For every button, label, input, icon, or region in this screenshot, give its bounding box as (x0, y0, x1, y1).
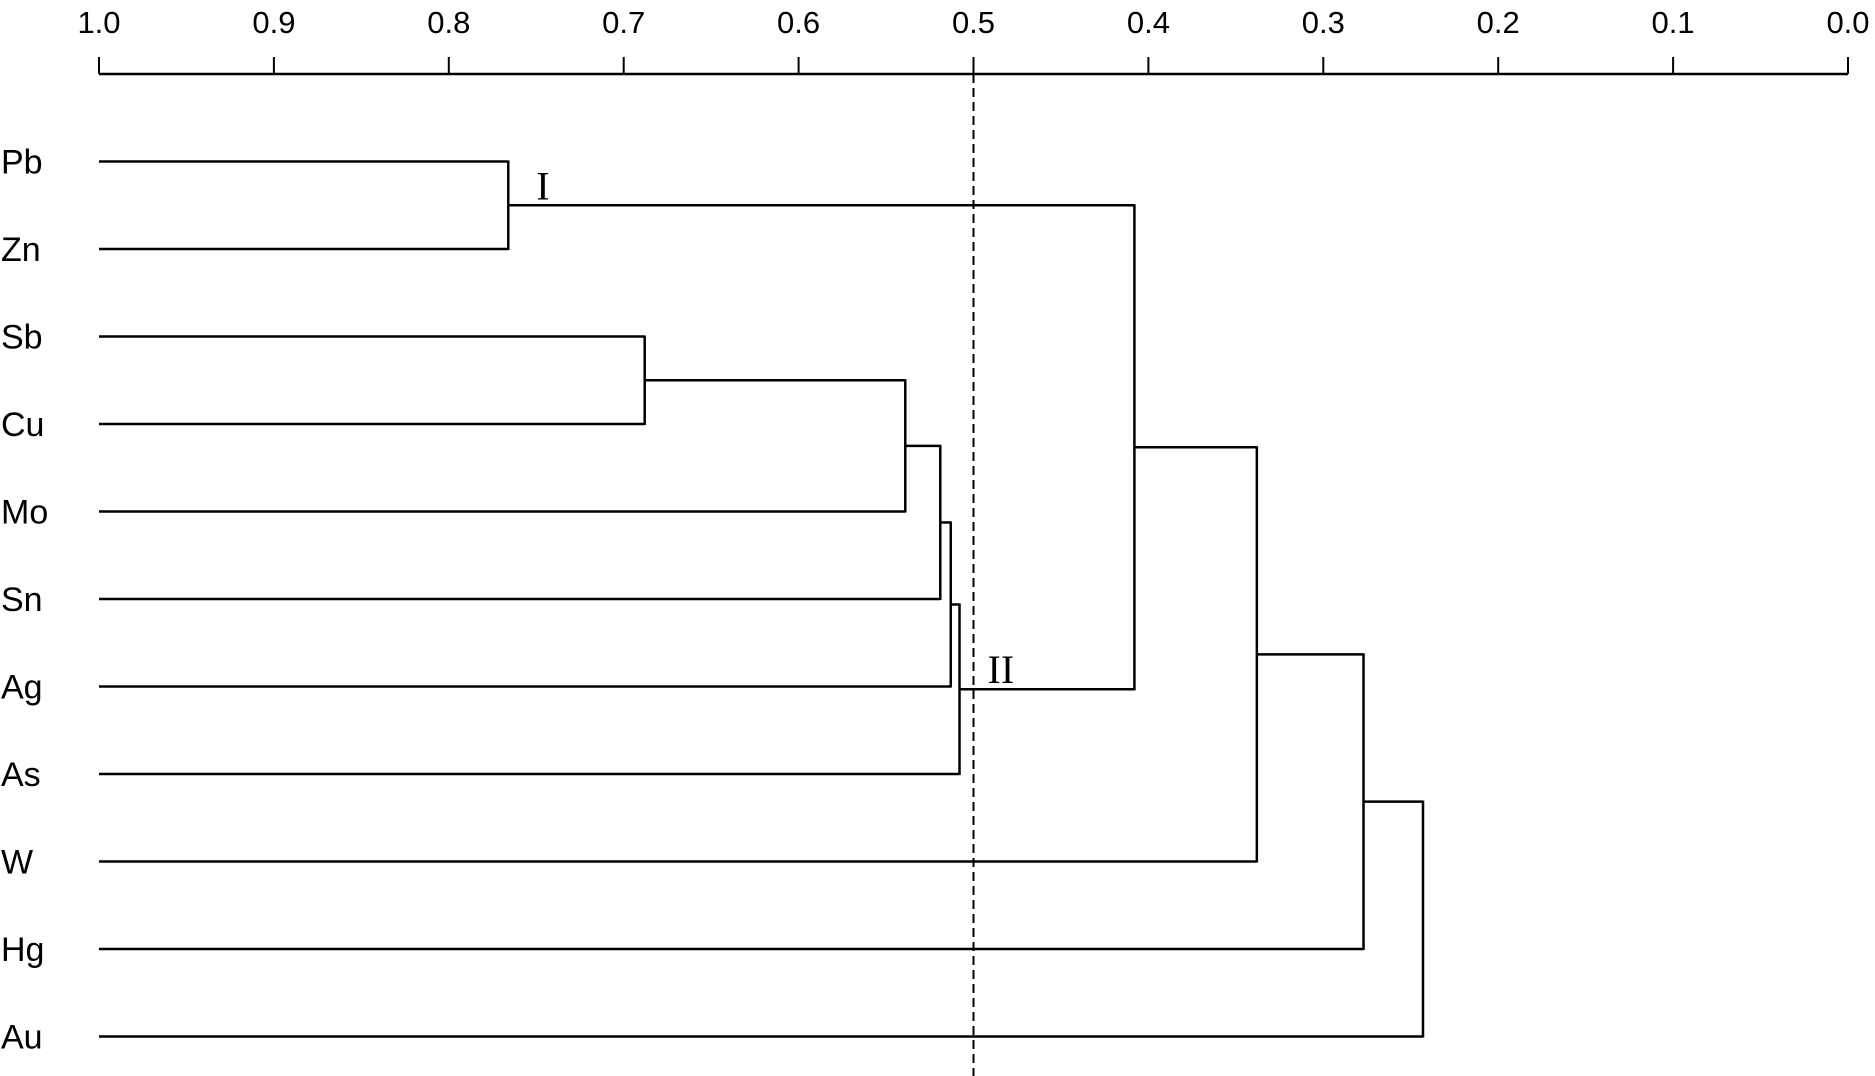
leaf-labels: Pb Zn Sb Cu Mo Sn Ag As W Hg Au (1, 144, 48, 1057)
leaf-label-sn: Sn (1, 581, 43, 619)
tick-label: 0.8 (427, 5, 470, 40)
leaf-label-au: Au (1, 1019, 43, 1057)
leaf-label-sb: Sb (1, 319, 43, 357)
tick-label: 1.0 (77, 5, 120, 40)
tick-label: 0.0 (1826, 5, 1869, 40)
leaf-label-pb: Pb (1, 144, 43, 182)
leaf-label-as: As (1, 756, 41, 794)
leaf-label-mo: Mo (1, 494, 48, 532)
annotations: III (536, 163, 1014, 692)
tick-label: 0.6 (777, 5, 820, 40)
x-axis: 1.0 0.9 0.8 0.7 0.6 0.5 0.4 0.3 0.2 0.1 0.0 (77, 5, 1870, 76)
tick-label: 0.1 (1652, 5, 1695, 40)
dendrogram-links (99, 74, 1425, 1076)
leaf-label-ag: Ag (1, 669, 43, 707)
tick-label: 0.9 (252, 5, 295, 40)
tick-label: 0.3 (1302, 5, 1345, 40)
cluster-label-ii: II (988, 647, 1015, 692)
leaf-label-w: W (1, 844, 33, 882)
tick-label: 0.4 (1127, 5, 1170, 40)
tick-label: 0.5 (952, 5, 995, 40)
leaf-label-cu: Cu (1, 406, 44, 444)
leaf-label-hg: Hg (1, 931, 44, 969)
leaf-label-zn: Zn (1, 231, 41, 269)
cluster-label-i: I (536, 163, 549, 208)
tick-label: 0.7 (602, 5, 645, 40)
tick-label: 0.2 (1477, 5, 1520, 40)
